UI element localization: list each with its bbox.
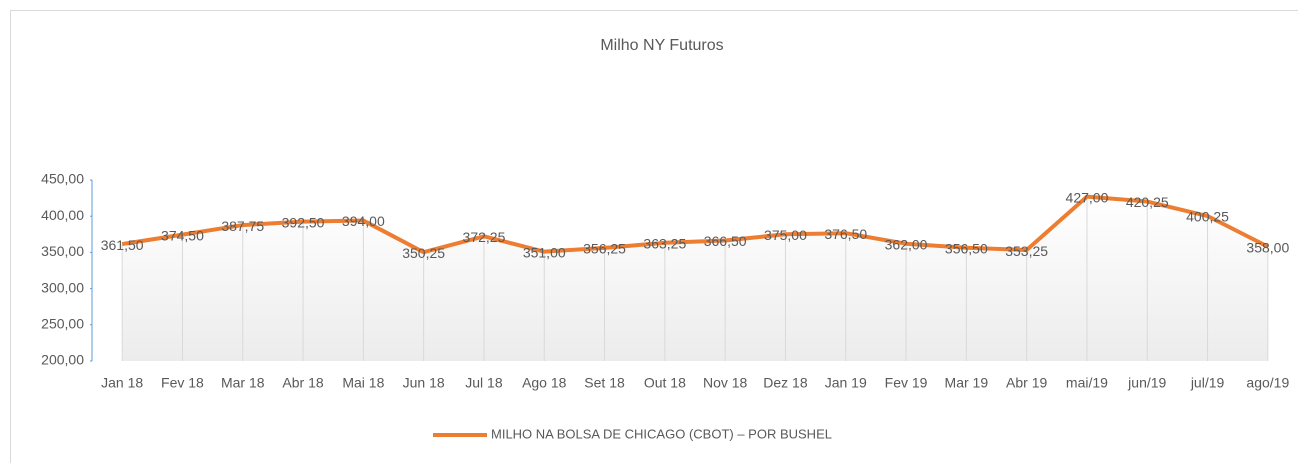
- series-line: [121, 194, 1269, 255]
- x-tick-label: Dez 18: [763, 375, 808, 391]
- legend-label: MILHO NA BOLSA DE CHICAGO (CBOT) – POR B…: [491, 426, 832, 441]
- x-tick-label: Mar 18: [221, 375, 265, 391]
- data-label: 394,00: [342, 213, 385, 229]
- x-tick-label: ago/19: [1246, 375, 1289, 391]
- y-tick-label: 250,00: [41, 316, 84, 332]
- x-tick-label: Jan 18: [101, 375, 143, 391]
- data-label: 372,25: [463, 229, 506, 245]
- data-label: 351,00: [523, 244, 566, 260]
- data-label: 387,75: [221, 218, 264, 234]
- x-tick-label: Fev 18: [161, 375, 204, 391]
- data-label: 420,25: [1126, 194, 1169, 210]
- x-tick-label: Set 18: [584, 375, 625, 391]
- area-fill: [122, 196, 1268, 361]
- y-tick-label: 450,00: [41, 171, 84, 187]
- x-tick-label: Ago 18: [522, 375, 567, 391]
- data-label: 363,25: [643, 236, 686, 252]
- data-label: 356,25: [583, 241, 626, 257]
- data-label: 400,25: [1186, 209, 1229, 225]
- y-tick-label: 350,00: [41, 243, 84, 259]
- y-tick-label: 400,00: [41, 207, 84, 223]
- x-tick-label: Mai 18: [342, 375, 384, 391]
- data-label: 358,00: [1246, 239, 1289, 255]
- data-label: 356,50: [945, 240, 988, 256]
- data-label: 374,50: [161, 227, 204, 243]
- x-tick-label: Nov 18: [703, 375, 748, 391]
- x-tick-label: jul/19: [1190, 375, 1225, 391]
- chart-title: Milho NY Futuros: [600, 37, 723, 54]
- x-tick-label: Jul 18: [465, 375, 503, 391]
- data-label: 376,50: [824, 226, 867, 242]
- x-tick-label: Abr 19: [1006, 375, 1047, 391]
- data-label: 353,25: [1005, 243, 1048, 259]
- data-label: 362,00: [885, 236, 928, 252]
- y-tick-label: 200,00: [41, 352, 84, 368]
- x-tick-label: Out 18: [644, 375, 686, 391]
- x-tick-label: mai/19: [1066, 375, 1108, 391]
- x-tick-label: Jan 19: [825, 375, 867, 391]
- x-tick-label: jun/19: [1127, 375, 1166, 391]
- x-tick-label: Abr 18: [282, 375, 323, 391]
- y-tick-label: 300,00: [41, 279, 84, 295]
- x-tick-label: Jun 18: [403, 375, 445, 391]
- data-label: 361,50: [101, 237, 144, 253]
- data-label: 366,50: [704, 233, 747, 249]
- data-label: 427,00: [1066, 189, 1109, 205]
- data-label: 375,00: [764, 227, 807, 243]
- data-label: 392,50: [282, 214, 325, 230]
- x-tick-label: Fev 19: [885, 375, 928, 391]
- x-tick-label: Mar 19: [945, 375, 989, 391]
- data-label: 350,25: [402, 245, 445, 261]
- chart-border: [10, 10, 1298, 463]
